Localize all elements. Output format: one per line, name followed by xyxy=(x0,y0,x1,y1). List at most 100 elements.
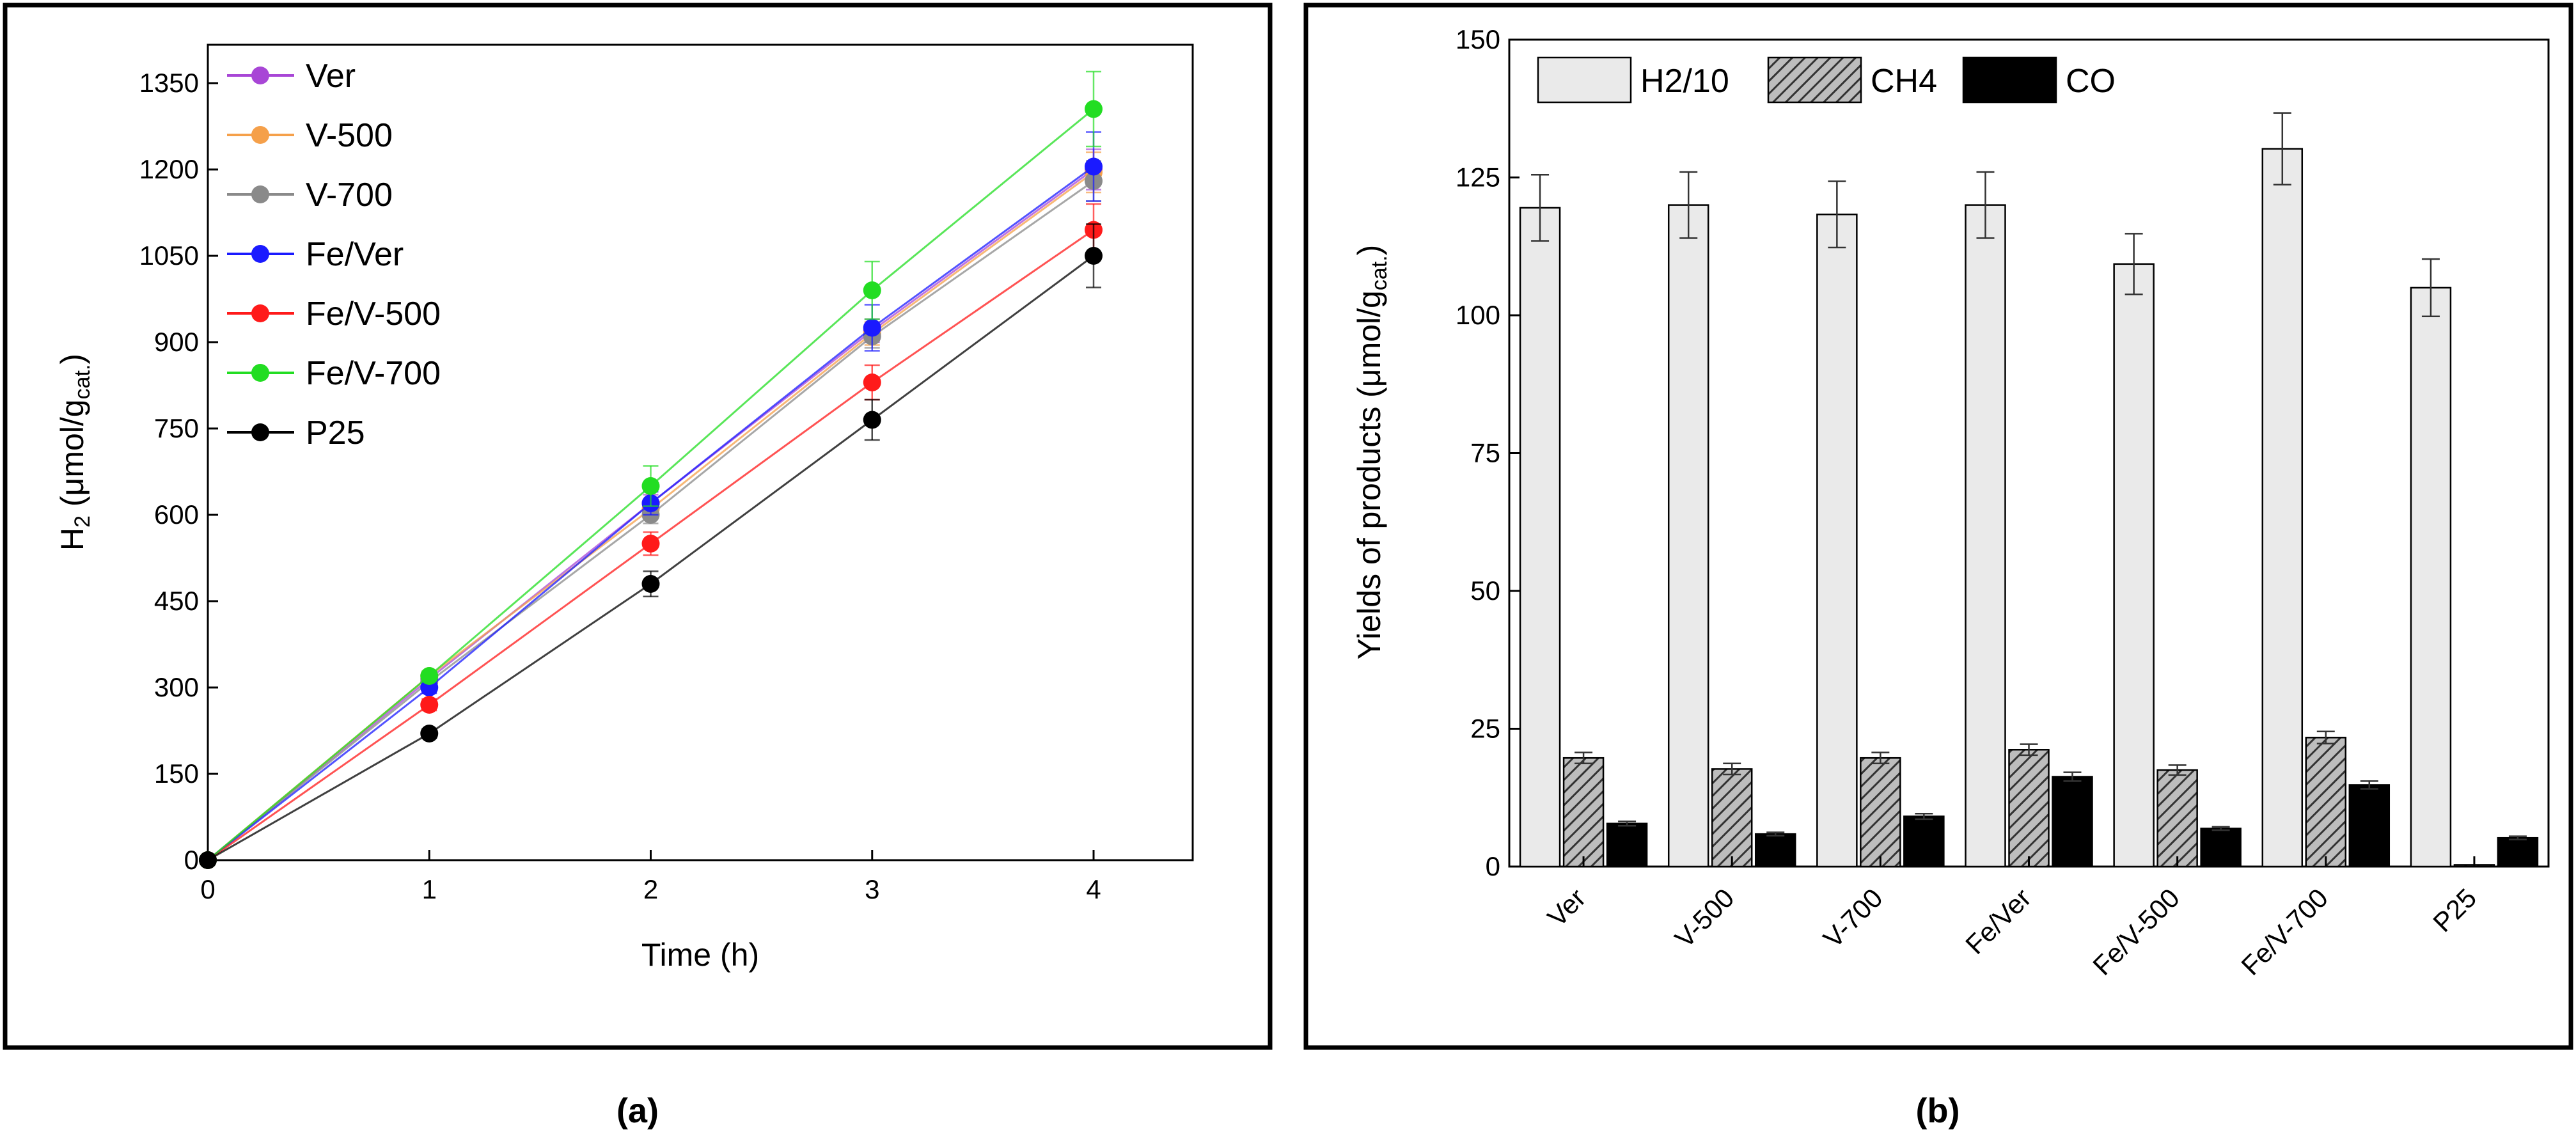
legend-item-fe-ver: Fe/Ver xyxy=(227,236,404,273)
legend-label: H2/10 xyxy=(1640,63,1729,100)
bar-h2-10 xyxy=(2410,287,2452,868)
y-tick-label: 50 xyxy=(1470,576,1500,606)
bar-co xyxy=(1606,822,1648,868)
y-tick-label: 150 xyxy=(154,758,199,789)
legend-label: P25 xyxy=(306,414,365,452)
bar-group-fe-v-700 xyxy=(2261,112,2391,868)
y-tick-label: 150 xyxy=(1456,24,1500,54)
category-label: Ver xyxy=(1542,883,1592,932)
data-point xyxy=(863,281,881,299)
category-label: Fe/Ver xyxy=(1959,883,2037,960)
panel-label-b: (b) xyxy=(1916,1092,1960,1130)
y-tick-label: 25 xyxy=(1470,714,1500,744)
y-tick-label: 75 xyxy=(1470,438,1500,468)
data-point xyxy=(420,667,439,685)
legend-item-fe-v-500: Fe/V-500 xyxy=(227,295,441,333)
legend-marker xyxy=(251,185,269,203)
bar-co xyxy=(2348,784,2391,868)
bar-h2-10 xyxy=(1519,207,1561,868)
legend-label: CO xyxy=(2066,63,2116,100)
bar-co xyxy=(1903,815,1945,868)
legend-item-p25: P25 xyxy=(227,414,365,452)
bar-ch4 xyxy=(1860,757,1901,868)
series-fe-v-700 xyxy=(199,70,1103,869)
data-point xyxy=(641,575,660,593)
data-point xyxy=(1085,157,1103,176)
legend-marker xyxy=(251,126,269,144)
legend-label: Fe/V-500 xyxy=(306,295,441,333)
x-tick-label: 1 xyxy=(422,874,437,904)
x-axis-a: 0 1 2 3 4 xyxy=(200,850,1101,904)
legend-marker xyxy=(251,67,269,84)
legend-item-h2-10: H2/10 xyxy=(1537,56,1729,104)
category-label: V-500 xyxy=(1669,883,1740,954)
bar-group-fe-ver xyxy=(1965,171,2093,868)
legend-label: Fe/Ver xyxy=(306,236,404,273)
x-tick-label: 3 xyxy=(865,874,879,904)
bar-co xyxy=(2497,837,2539,868)
data-point xyxy=(863,318,881,337)
x-tick-label: 0 xyxy=(200,874,215,904)
bar-co xyxy=(2052,776,2093,868)
bars-group-b xyxy=(1519,112,2539,868)
bar-ch4 xyxy=(2008,749,2050,868)
y-tick-label: 750 xyxy=(154,413,199,443)
bar-h2-10 xyxy=(1965,204,2006,868)
series-group-a xyxy=(199,70,1103,869)
legend-marker xyxy=(251,245,269,263)
y-axis-b: 0 25 50 75 100 125 150 xyxy=(1456,24,1520,881)
legend-swatch xyxy=(1962,56,2057,104)
category-label: V-700 xyxy=(1818,883,1889,954)
y-tick-label: 125 xyxy=(1456,162,1500,192)
plot-area-b xyxy=(1508,38,2550,868)
y-tick-label: 0 xyxy=(1486,851,1500,881)
series-p25 xyxy=(199,223,1103,869)
legend-item-ver: Ver xyxy=(227,58,356,95)
panel-b-frame xyxy=(1303,3,2573,1050)
bar-h2-10 xyxy=(2261,148,2304,868)
bar-co xyxy=(1754,833,1796,868)
line-chart-a: 0 150 300 450 600 750 900 1050 1200 1350 0 1 2 3 4 Ve… xyxy=(54,43,1194,1130)
y-axis-a: 0 150 300 450 600 750 900 1050 1200 1350 xyxy=(139,68,218,875)
y-tick-label: 450 xyxy=(154,586,199,616)
data-point xyxy=(863,373,881,391)
bar-group-p25 xyxy=(2410,258,2539,868)
category-label: P25 xyxy=(2427,883,2482,938)
legend-label: Fe/V-700 xyxy=(306,355,441,392)
data-point xyxy=(1085,247,1103,265)
legend-item-ch4: CH4 xyxy=(1767,56,1937,104)
legend-b: H2/10 CH4 CO xyxy=(1537,56,2116,104)
x-axis-title-a: Time (h) xyxy=(641,937,759,973)
bar-group-fe-v-500 xyxy=(2113,233,2242,868)
data-point xyxy=(641,477,660,495)
x-tick-label: 4 xyxy=(1086,874,1101,904)
y-axis-title-b: Yields of products (μmol/gcat.) xyxy=(1351,245,1392,660)
bar-ch4 xyxy=(1711,768,1753,868)
bar-group-v-700 xyxy=(1816,180,1945,868)
data-point xyxy=(420,725,439,742)
legend-item-fe-v-700: Fe/V-700 xyxy=(227,355,441,392)
category-label: Fe/V-500 xyxy=(2087,883,2185,981)
y-tick-label: 600 xyxy=(154,499,199,530)
bar-h2-10 xyxy=(1816,214,1858,868)
legend-marker xyxy=(251,364,269,382)
bar-chart-b: 0 25 50 75 100 125 150 Ver V-500 V-700 Fe/Ver Fe/V… xyxy=(1351,24,2550,1130)
legend-swatch xyxy=(1537,56,1632,104)
legend-label: V-500 xyxy=(306,117,393,154)
y-tick-label: 900 xyxy=(154,327,199,357)
panel-a-frame xyxy=(3,3,1273,1050)
legend-item-v-500: V-500 xyxy=(227,117,393,154)
data-point xyxy=(199,851,217,869)
bar-h2-10 xyxy=(1667,204,1709,868)
y-axis-title-a: H2 (μmol/gcat.) xyxy=(54,354,95,551)
legend-swatch xyxy=(1767,56,1862,104)
legend-item-v-700: V-700 xyxy=(227,177,393,214)
legend-a: Ver V-500 V-700 Fe/Ver Fe/V-500 Fe/V-700 P25 xyxy=(227,58,441,452)
bar-group-ver xyxy=(1519,173,1648,868)
bar-ch4 xyxy=(2156,769,2198,868)
data-point xyxy=(1085,100,1103,118)
bar-h2-10 xyxy=(2113,263,2155,868)
series-line xyxy=(207,255,1094,861)
y-tick-label: 0 xyxy=(184,845,199,875)
